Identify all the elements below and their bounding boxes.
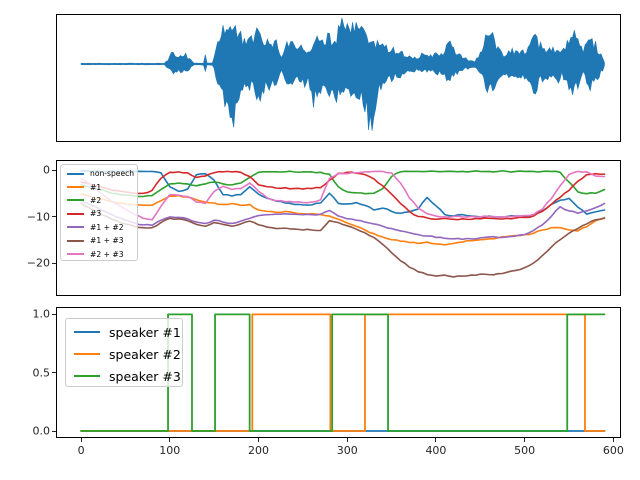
- tick-label: 0.5: [32, 366, 51, 380]
- tick-mark: [435, 438, 437, 442]
- legend-entry: speaker #2: [66, 343, 182, 365]
- legend-line-sample: [67, 212, 84, 215]
- legend-label: #1: [90, 182, 102, 192]
- tick-label: −10: [26, 210, 50, 223]
- tick-mark: [169, 438, 171, 442]
- legend-entry: non-speech: [61, 167, 137, 180]
- curve--1-3: [80, 202, 606, 278]
- tick-label: 1.0: [32, 307, 51, 321]
- tick-mark: [524, 438, 526, 442]
- axes-activation: [56, 307, 621, 438]
- legend-label: non-speech: [90, 169, 135, 179]
- activation-plot: [80, 313, 606, 432]
- step-speaker-3: [80, 313, 606, 432]
- legend-line-sample: [67, 239, 84, 242]
- legend-entry: speaker #3: [66, 365, 182, 387]
- legend-label: speaker #1: [109, 324, 181, 340]
- tick-label: 0: [77, 444, 85, 457]
- legend-label: #1 + #2: [90, 222, 124, 232]
- legend-entry: #1 + #2: [61, 221, 137, 234]
- legend-entry: #2 + #3: [61, 247, 137, 260]
- likelihood-plot: [80, 169, 606, 278]
- axes-likelihood: [56, 160, 621, 296]
- legend-entry: #3: [61, 207, 137, 220]
- tick-label: 0: [43, 163, 50, 177]
- tick-mark: [612, 438, 614, 442]
- legend-line-sample: [67, 172, 84, 175]
- legend-label: #2 + #3: [90, 249, 124, 259]
- tick-mark: [52, 169, 56, 171]
- legend-entry: #2: [61, 194, 137, 207]
- tick-mark: [52, 216, 56, 217]
- legend-label: speaker #2: [109, 346, 181, 362]
- tick-mark: [258, 438, 260, 442]
- legend-label: #3: [90, 209, 102, 219]
- legend-label: #2: [90, 195, 102, 205]
- legend-line-sample: [74, 353, 100, 355]
- curve--2-3: [80, 170, 606, 221]
- tick-label: 0.0: [32, 424, 51, 438]
- tick-label: 100: [159, 444, 181, 457]
- tick-mark: [80, 438, 82, 442]
- tick-label: −20: [26, 256, 50, 270]
- legend-label: speaker #3: [109, 368, 181, 384]
- curve--3: [80, 170, 606, 221]
- activation-legend: speaker #1 speaker #2 speaker #3: [65, 318, 183, 387]
- tick-label: 300: [336, 444, 358, 457]
- legend-line-sample: [67, 186, 84, 189]
- waveform-area: [80, 17, 605, 131]
- legend-entry: #1 + #3: [61, 234, 137, 247]
- tick-label: 400: [425, 444, 447, 457]
- curve--2: [80, 169, 606, 198]
- axes-waveform: [56, 14, 621, 142]
- waveform-plot: [80, 17, 605, 131]
- tick-mark: [52, 262, 56, 264]
- curve-non-speech: [80, 170, 606, 218]
- tick-mark: [52, 430, 56, 432]
- curve--1-2: [80, 199, 606, 241]
- tick-label: 500: [514, 444, 536, 457]
- step-speaker-2: [80, 313, 606, 432]
- tick-mark: [52, 372, 56, 374]
- tick-label: 200: [248, 444, 270, 457]
- legend-label: #1 + #3: [90, 236, 124, 246]
- legend-line-sample: [67, 226, 84, 229]
- legend-entry: speaker #1: [66, 321, 182, 343]
- likelihood-legend: non-speech #1 #2 #3 #1 + #2 #1 + #3 #2 + #3: [60, 164, 138, 261]
- tick-label: 600: [602, 444, 624, 457]
- curve--1: [80, 193, 606, 246]
- legend-line-sample: [67, 199, 84, 202]
- legend-entry: #1: [61, 180, 137, 193]
- tick-mark: [52, 313, 56, 315]
- tick-mark: [346, 438, 348, 442]
- legend-line-sample: [67, 253, 84, 256]
- legend-line-sample: [74, 375, 100, 377]
- legend-line-sample: [74, 331, 100, 333]
